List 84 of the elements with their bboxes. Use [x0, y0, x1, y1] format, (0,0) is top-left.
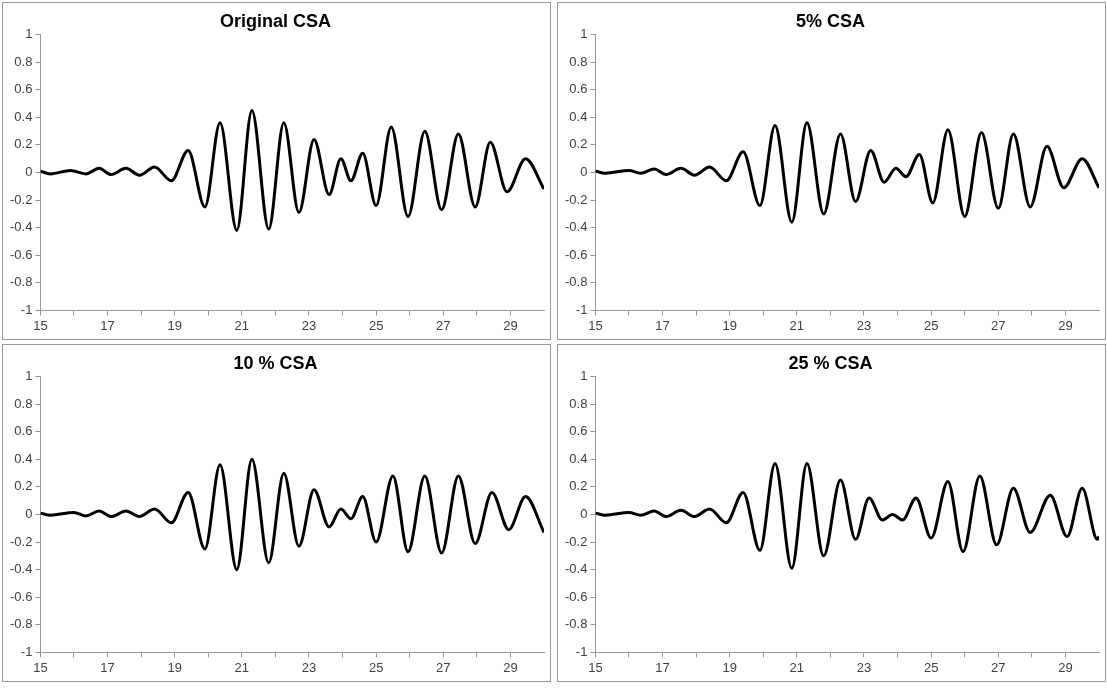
- y-tick-label: -1: [575, 301, 588, 317]
- y-tick-label: -0.2: [9, 533, 33, 549]
- y-tick-label: -0.6: [9, 588, 33, 604]
- y-tick-label: 1: [25, 368, 33, 384]
- y-tick-label: -1: [20, 643, 33, 659]
- x-tick-label: 23: [301, 317, 317, 333]
- line-series: [40, 108, 544, 232]
- y-tick-label: 0.2: [569, 478, 588, 494]
- x-tick-label: 25: [368, 659, 384, 675]
- y-tick-label: 1: [580, 26, 588, 42]
- y-tick-label: 0.2: [569, 136, 588, 152]
- x-tick-label: 25: [368, 317, 384, 333]
- y-tick-label: 0.2: [14, 136, 33, 152]
- line-series: [40, 457, 544, 572]
- x-tick-label: 27: [436, 659, 451, 675]
- x-tick-label: 21: [234, 659, 250, 675]
- y-tick-label: -0.8: [9, 274, 33, 290]
- line-series: [595, 461, 1099, 570]
- x-tick-label: 21: [789, 659, 805, 675]
- y-tick-label: 1: [580, 368, 588, 384]
- x-tick-label: 17: [655, 659, 670, 675]
- y-tick-label: 1: [25, 26, 33, 42]
- y-tick-label: 0.8: [569, 395, 588, 411]
- x-tick-label: 21: [234, 317, 250, 333]
- x-tick-label: 25: [923, 659, 939, 675]
- y-tick-label: 0.8: [14, 53, 33, 69]
- y-tick-label: 0.6: [569, 423, 588, 439]
- x-tick-label: 29: [1058, 317, 1073, 333]
- chart-title: 10 % CSA: [233, 352, 318, 373]
- x-tick-label: 15: [588, 659, 603, 675]
- y-tick-label: -0.2: [9, 191, 33, 207]
- chart-title: Original CSA: [219, 10, 332, 31]
- y-tick-label: 0: [580, 506, 588, 522]
- y-tick-label: -0.4: [564, 219, 588, 235]
- y-tick-label: 0.6: [14, 423, 33, 439]
- y-tick-label: 0: [580, 164, 588, 180]
- y-tick-label: -0.8: [564, 274, 588, 290]
- y-tick-label: -0.8: [9, 616, 33, 632]
- x-tick-label: 23: [856, 659, 872, 675]
- chart-title: 25 % CSA: [788, 352, 873, 373]
- y-tick-label: 0.6: [569, 81, 588, 97]
- y-tick-label: -0.4: [9, 219, 33, 235]
- x-tick-label: 19: [722, 317, 737, 333]
- y-tick-label: -0.4: [9, 561, 33, 577]
- x-tick-label: 29: [503, 317, 518, 333]
- y-tick-label: 0.4: [14, 450, 33, 466]
- y-tick-label: 0.8: [569, 53, 588, 69]
- x-tick-label: 15: [33, 659, 48, 675]
- y-tick-label: 0: [25, 506, 33, 522]
- x-tick-label: 21: [789, 317, 805, 333]
- y-tick-label: 0.6: [14, 81, 33, 97]
- x-tick-label: 19: [167, 659, 182, 675]
- y-tick-label: 0.4: [569, 108, 588, 124]
- y-tick-label: -0.4: [564, 561, 588, 577]
- chart-title: 5% CSA: [795, 10, 866, 31]
- y-tick-label: -1: [575, 643, 588, 659]
- y-tick-label: -0.2: [564, 191, 588, 207]
- x-tick-label: 25: [923, 317, 939, 333]
- x-tick-label: 19: [167, 317, 182, 333]
- y-tick-label: -0.6: [564, 246, 588, 262]
- x-tick-label: 17: [655, 317, 670, 333]
- y-tick-label: 0: [25, 164, 33, 180]
- x-tick-label: 17: [100, 659, 115, 675]
- line-series: [595, 121, 1099, 224]
- x-tick-label: 23: [301, 659, 317, 675]
- y-tick-label: 0.4: [569, 450, 588, 466]
- x-tick-label: 27: [991, 317, 1006, 333]
- y-tick-label: -0.2: [564, 533, 588, 549]
- y-tick-label: 0.2: [14, 478, 33, 494]
- x-tick-label: 29: [1058, 659, 1073, 675]
- y-tick-label: -1: [20, 301, 33, 317]
- y-tick-label: -0.6: [564, 588, 588, 604]
- y-tick-label: -0.6: [9, 246, 33, 262]
- x-tick-label: 15: [33, 317, 48, 333]
- x-tick-label: 19: [722, 659, 737, 675]
- x-tick-label: 23: [856, 317, 872, 333]
- x-tick-label: 15: [588, 317, 603, 333]
- y-tick-label: 0.8: [14, 395, 33, 411]
- x-tick-label: 27: [991, 659, 1006, 675]
- x-tick-label: 27: [436, 317, 451, 333]
- x-tick-label: 17: [100, 317, 115, 333]
- y-tick-label: 0.4: [14, 108, 33, 124]
- y-tick-label: -0.8: [564, 616, 588, 632]
- x-tick-label: 29: [503, 659, 518, 675]
